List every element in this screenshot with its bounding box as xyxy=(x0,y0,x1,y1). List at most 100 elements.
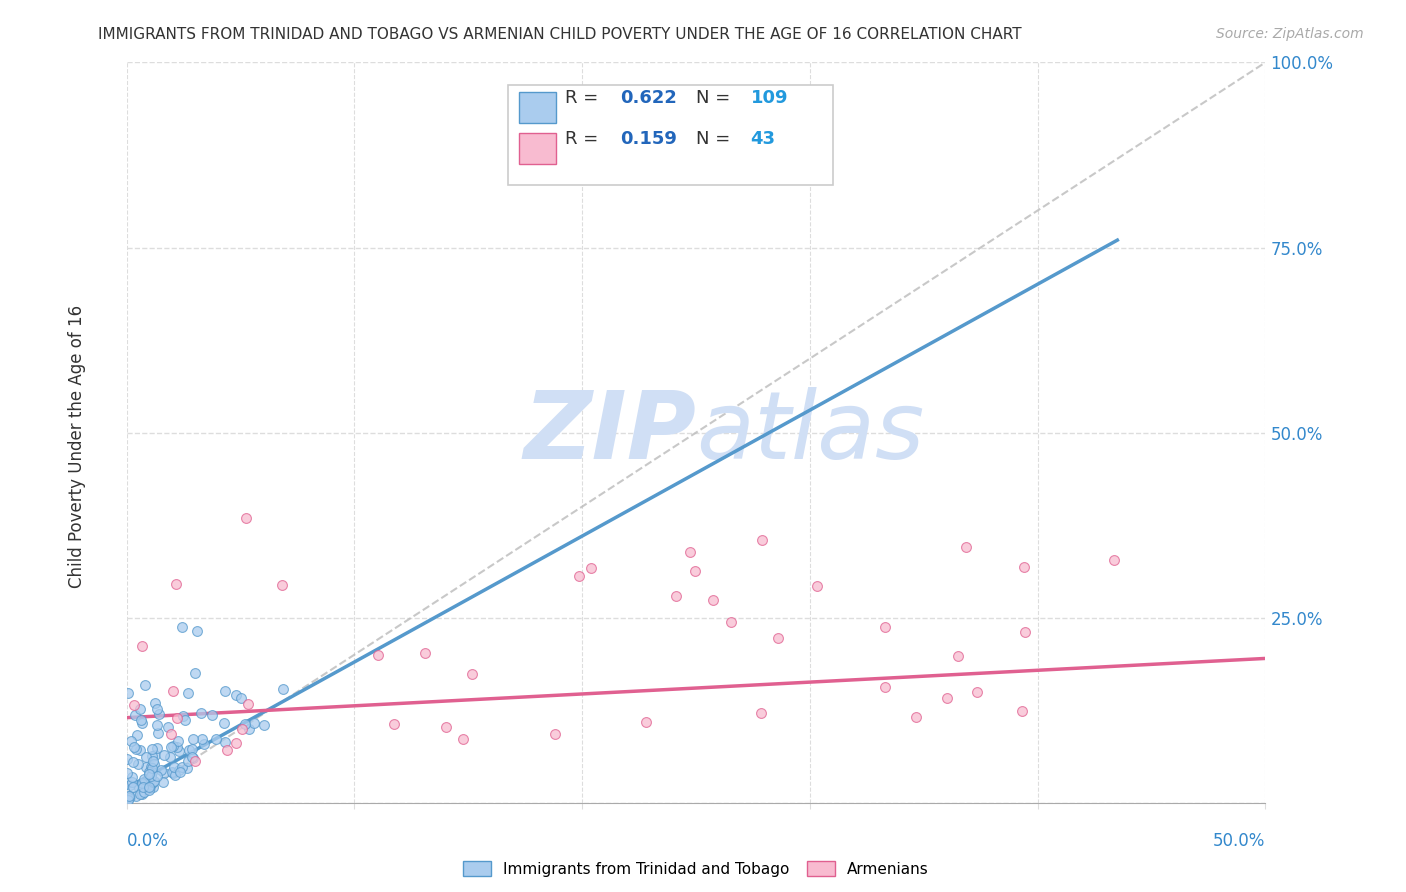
Point xyxy=(568,568,591,582)
Point xyxy=(121,775,143,789)
Point xyxy=(131,787,153,801)
Text: N =: N = xyxy=(696,129,735,148)
Point xyxy=(141,742,163,756)
Point xyxy=(132,772,155,787)
Point xyxy=(143,696,166,710)
Point xyxy=(146,741,169,756)
Point xyxy=(141,777,163,791)
Point xyxy=(749,706,772,721)
Point xyxy=(162,760,184,774)
Point xyxy=(181,732,204,747)
Point xyxy=(946,649,969,664)
FancyBboxPatch shape xyxy=(519,133,555,164)
Point xyxy=(159,739,181,754)
Point xyxy=(225,688,247,702)
Point xyxy=(127,728,149,742)
Point xyxy=(120,734,142,748)
Text: Child Poverty Under the Age of 16: Child Poverty Under the Age of 16 xyxy=(69,304,86,588)
Point xyxy=(702,593,724,607)
Point xyxy=(205,732,228,747)
Point xyxy=(139,780,162,795)
Point xyxy=(382,717,405,731)
Point xyxy=(125,789,148,804)
Point xyxy=(122,698,145,712)
Point xyxy=(135,759,157,773)
Point xyxy=(165,768,187,782)
Point xyxy=(186,624,208,639)
Legend: Immigrants from Trinidad and Tobago, Armenians: Immigrants from Trinidad and Tobago, Arm… xyxy=(457,855,935,883)
Point xyxy=(905,710,928,724)
Point xyxy=(212,715,235,730)
Point xyxy=(117,686,139,700)
Point xyxy=(180,742,202,756)
Point xyxy=(172,709,194,723)
Point xyxy=(153,748,176,763)
Point xyxy=(162,684,184,698)
Point xyxy=(177,686,200,700)
Point xyxy=(138,772,160,786)
Point xyxy=(751,533,773,547)
Point xyxy=(434,720,457,734)
Point xyxy=(134,775,156,789)
Point xyxy=(214,735,236,749)
Point xyxy=(142,774,165,789)
Point xyxy=(1014,625,1036,640)
Point xyxy=(235,510,257,524)
Point xyxy=(166,739,188,754)
Point xyxy=(165,577,187,591)
Point xyxy=(125,741,148,756)
FancyBboxPatch shape xyxy=(508,85,832,185)
Point xyxy=(128,780,150,795)
Point xyxy=(177,743,200,757)
Point xyxy=(138,780,160,795)
Point xyxy=(118,789,141,804)
Text: 43: 43 xyxy=(751,129,776,148)
FancyBboxPatch shape xyxy=(519,92,555,123)
Point xyxy=(150,764,173,778)
Point xyxy=(141,765,163,780)
Point xyxy=(131,715,153,730)
Point xyxy=(720,615,742,629)
Point xyxy=(118,790,141,805)
Point xyxy=(193,737,215,751)
Point xyxy=(131,776,153,790)
Point xyxy=(166,711,188,725)
Point xyxy=(148,726,170,740)
Point xyxy=(117,793,139,807)
Point xyxy=(141,759,163,773)
Point xyxy=(139,769,162,783)
Point xyxy=(156,720,179,734)
Point xyxy=(167,743,190,757)
Point xyxy=(122,756,145,770)
Point xyxy=(683,564,706,578)
Point xyxy=(118,778,141,792)
Point xyxy=(1012,559,1035,574)
Point xyxy=(184,665,207,680)
Point xyxy=(115,752,138,766)
Point xyxy=(966,684,988,698)
Point xyxy=(174,713,197,727)
Point xyxy=(873,680,896,694)
Point xyxy=(121,770,143,784)
Point xyxy=(231,723,253,737)
Point xyxy=(231,691,253,706)
Text: N =: N = xyxy=(696,89,735,107)
Point xyxy=(142,754,165,768)
Point xyxy=(143,748,166,763)
Point xyxy=(768,631,790,645)
Point xyxy=(451,732,474,747)
Point xyxy=(146,701,169,715)
Point xyxy=(170,620,193,634)
Text: 0.159: 0.159 xyxy=(620,129,676,148)
Point xyxy=(167,734,190,748)
Point xyxy=(160,727,183,741)
Point xyxy=(169,765,191,780)
Point xyxy=(201,708,224,723)
Point xyxy=(160,765,183,780)
Point xyxy=(141,761,163,775)
Point xyxy=(127,756,149,771)
Point xyxy=(138,765,160,780)
Point xyxy=(118,789,141,803)
Point xyxy=(225,736,247,750)
Text: atlas: atlas xyxy=(696,387,924,478)
